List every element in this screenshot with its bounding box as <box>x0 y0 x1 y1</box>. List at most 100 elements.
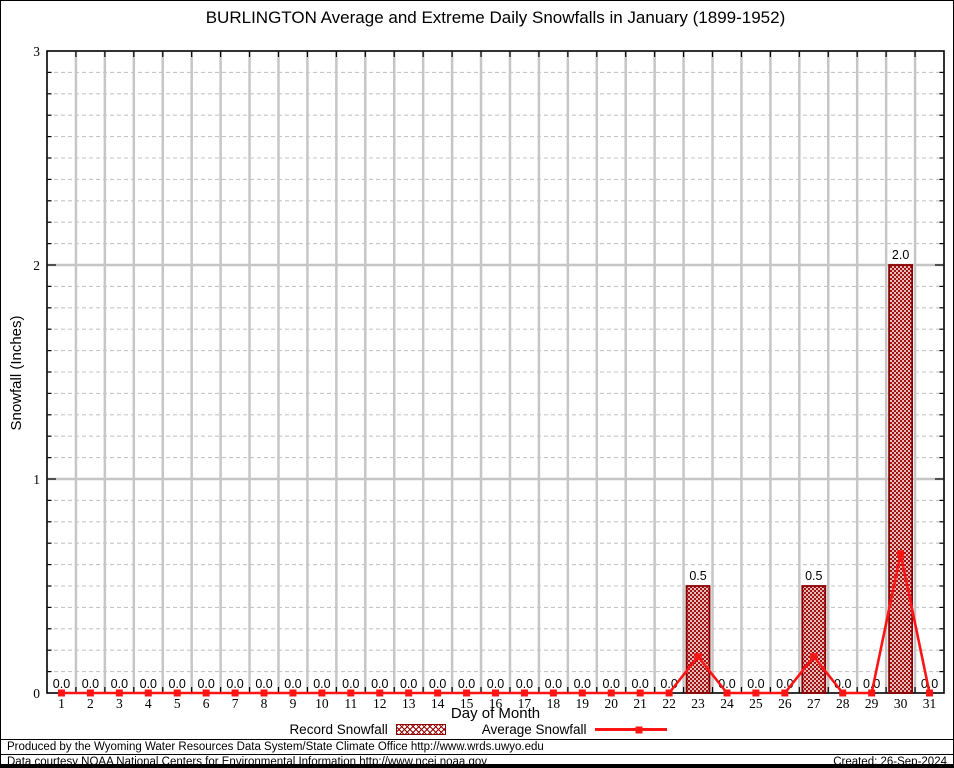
legend-item-record-snowfall: Record Snowfall <box>289 722 446 737</box>
average-marker <box>86 689 94 697</box>
x-tick-label: 9 <box>290 696 297 711</box>
x-tick-label: 14 <box>431 696 445 711</box>
average-marker <box>115 689 123 697</box>
x-tick-label: 20 <box>604 696 618 711</box>
x-tick-label: 25 <box>749 696 763 711</box>
record-zero-label: 0.0 <box>82 677 99 691</box>
x-tick-label: 29 <box>865 696 879 711</box>
x-tick-label: 10 <box>315 696 329 711</box>
average-marker <box>173 689 181 697</box>
record-zero-label: 0.0 <box>197 677 214 691</box>
average-marker <box>897 550 905 558</box>
x-tick-label: 2 <box>87 696 94 711</box>
x-tick-label: 30 <box>894 696 908 711</box>
legend-item-average-snowfall: Average Snowfall <box>482 722 667 737</box>
x-tick-label: 26 <box>778 696 792 711</box>
average-marker <box>492 689 499 697</box>
record-zero-label: 0.0 <box>516 677 533 691</box>
x-tick-label: 12 <box>373 696 387 711</box>
record-zero-label: 0.0 <box>747 677 764 691</box>
x-tick-label: 19 <box>576 696 590 711</box>
x-tick-label: 15 <box>460 696 474 711</box>
x-tick-label: 23 <box>691 696 705 711</box>
average-marker <box>463 689 471 697</box>
average-marker <box>607 689 615 697</box>
record-zero-label: 0.0 <box>574 677 591 691</box>
y-tick-label: 3 <box>33 44 40 59</box>
record-bar <box>801 585 827 694</box>
y-tick-label: 0 <box>33 686 40 701</box>
x-tick-label: 16 <box>489 696 503 711</box>
legend-average-swatch <box>594 726 667 733</box>
average-marker <box>434 689 442 697</box>
legend-record-label: Record Snowfall <box>289 722 388 737</box>
average-marker <box>868 689 876 697</box>
record-zero-label: 0.0 <box>226 677 243 691</box>
record-zero-label: 0.0 <box>284 677 301 691</box>
x-axis-title: Day of Month <box>450 705 541 722</box>
footer-row: Data courtesy NOAA National Centers for … <box>1 754 953 768</box>
x-tick-label: 11 <box>344 696 357 711</box>
record-zero-label: 0.0 <box>140 677 157 691</box>
x-tick-label: 18 <box>547 696 561 711</box>
legend-record-swatch <box>395 724 446 735</box>
x-tick-label: 1 <box>58 696 65 711</box>
record-bar <box>888 264 913 694</box>
x-tick-label: 13 <box>402 696 416 711</box>
footer-produced-by: Produced by the Wyoming Water Resources … <box>1 739 953 754</box>
record-zero-label: 0.0 <box>458 677 475 691</box>
average-marker <box>578 689 586 697</box>
average-marker <box>781 689 789 697</box>
average-marker <box>144 689 152 697</box>
average-marker <box>347 689 355 697</box>
record-bar-label: 0.5 <box>805 569 822 583</box>
x-tick-label: 5 <box>174 696 181 711</box>
record-zero-label: 0.0 <box>487 677 504 691</box>
record-zero-label: 0.0 <box>169 677 186 691</box>
y-tick-label: 2 <box>33 258 40 273</box>
x-tick-label: 17 <box>518 696 532 711</box>
record-zero-label: 0.0 <box>545 677 562 691</box>
record-bar-label: 0.5 <box>689 569 706 583</box>
average-marker <box>926 689 934 697</box>
record-zero-label: 0.0 <box>255 677 272 691</box>
average-marker <box>694 653 702 661</box>
record-zero-label: 0.0 <box>313 677 330 691</box>
legend-average-marker-icon <box>635 726 643 733</box>
average-marker <box>231 689 239 697</box>
footer-data-courtesy: Data courtesy NOAA National Centers for … <box>7 756 488 768</box>
average-marker <box>839 689 847 697</box>
average-marker <box>520 689 528 697</box>
record-zero-label: 0.0 <box>921 677 938 691</box>
x-tick-label: 22 <box>662 696 676 711</box>
x-tick-label: 7 <box>232 696 239 711</box>
record-zero-label: 0.0 <box>863 677 880 691</box>
x-tick-label: 8 <box>261 696 268 711</box>
legend-average-label: Average Snowfall <box>481 722 587 737</box>
footer-created-date: Created: 26-Sep-2024 <box>833 756 947 768</box>
average-marker <box>289 689 297 697</box>
chart-title: BURLINGTON Average and Extreme Daily Sno… <box>205 8 786 27</box>
record-zero-label: 0.0 <box>631 677 648 691</box>
x-tick-label: 3 <box>116 696 123 711</box>
average-marker <box>405 689 413 697</box>
y-tick-label: 1 <box>33 472 40 487</box>
record-zero-label: 0.0 <box>603 677 620 691</box>
x-tick-label: 24 <box>720 696 734 711</box>
average-marker <box>665 689 673 697</box>
record-zero-label: 0.0 <box>342 677 359 691</box>
average-marker <box>723 689 731 697</box>
average-marker <box>636 689 644 697</box>
x-tick-label: 27 <box>807 696 821 711</box>
x-tick-label: 4 <box>145 696 152 711</box>
record-zero-label: 0.0 <box>429 677 446 691</box>
x-tick-label: 6 <box>203 696 210 711</box>
average-marker <box>57 689 65 697</box>
average-marker <box>260 689 268 697</box>
average-marker <box>752 689 760 697</box>
legend: Record Snowfall Average Snowfall <box>1 722 953 737</box>
x-tick-label: 28 <box>836 696 850 711</box>
x-tick-label: 21 <box>633 696 647 711</box>
